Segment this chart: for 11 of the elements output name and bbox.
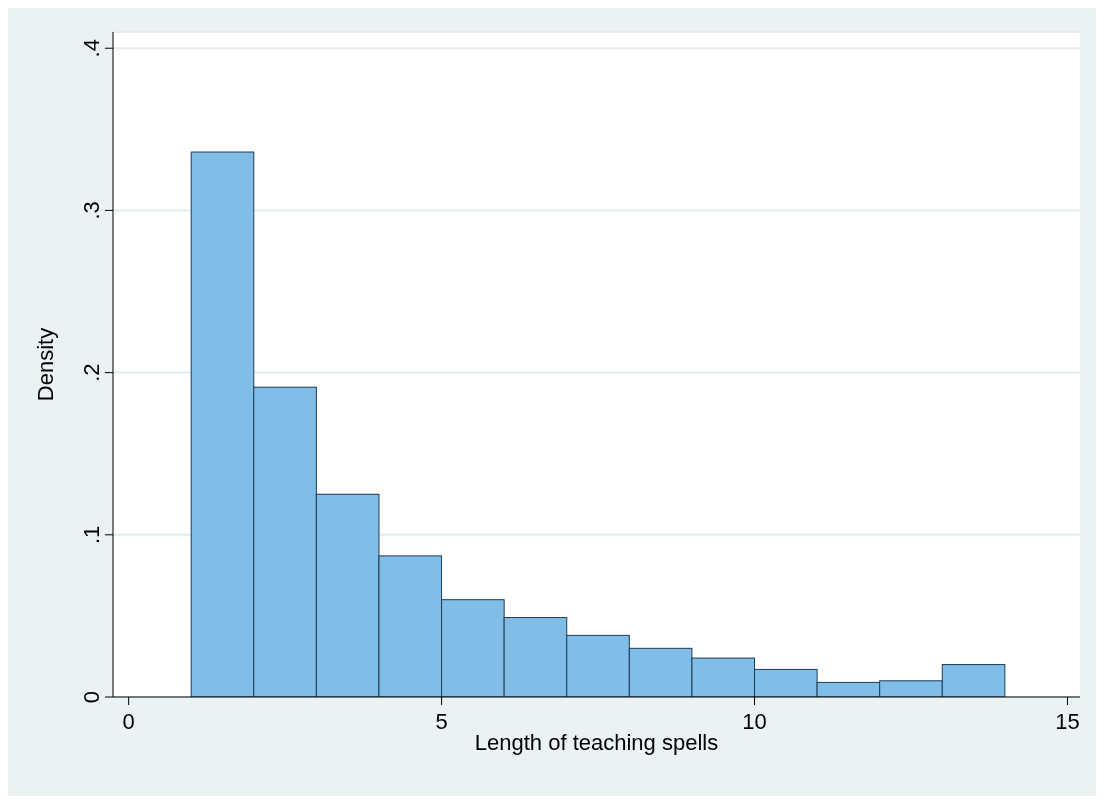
- y-tick-label: .2: [79, 363, 104, 382]
- x-axis-title: Length of teaching spells: [474, 730, 719, 755]
- y-axis-title: Density: [32, 327, 58, 402]
- x-tick-label: 15: [1055, 709, 1080, 734]
- x-tick-label: 5: [435, 709, 448, 734]
- y-tick-label: .4: [79, 39, 104, 58]
- x-tick-label: 0: [122, 709, 135, 734]
- x-tick-label: 10: [742, 709, 767, 734]
- y-tick-label: 0: [79, 690, 104, 704]
- y-tick-label: .1: [79, 525, 104, 544]
- y-tick-label: .3: [79, 201, 104, 220]
